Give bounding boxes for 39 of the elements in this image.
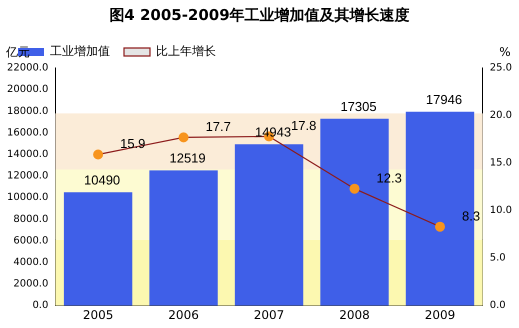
data-label: 12519 <box>169 150 206 166</box>
y-tick-label: 16000.0 <box>6 127 48 138</box>
x-tick-label: 2007 <box>254 308 284 322</box>
y-axis-title: 亿元 <box>5 45 30 60</box>
y-tick-label: 6000.0 <box>13 235 48 246</box>
y-tick-label: 8000.0 <box>13 214 48 225</box>
x-tick-label: 2008 <box>339 308 370 322</box>
y-tick-label: 12000.0 <box>6 170 48 182</box>
legend-label: 工业增加值 <box>50 44 110 58</box>
y2-tick-label: 0.0 <box>490 300 506 312</box>
x-tick-label: 2005 <box>82 308 114 322</box>
bar <box>234 144 304 306</box>
y-tick-label: 14000.0 <box>6 148 48 160</box>
y2-tick-label: 25.0 <box>490 62 512 74</box>
y-tick-label: 0.0 <box>32 300 48 312</box>
data-label: 17946 <box>426 92 462 107</box>
y2-tick-label: 20.0 <box>490 110 512 122</box>
data-label: 17.8 <box>291 118 316 134</box>
y2-tick-label: 10.0 <box>490 205 512 216</box>
y2-axis-title: % <box>499 45 511 60</box>
data-label: 17305 <box>340 98 377 114</box>
data-label: 14943 <box>254 124 292 140</box>
x-tick-label: 2009 <box>424 308 456 322</box>
y2-tick-label: 5.0 <box>490 252 506 264</box>
chart-title: 图4 2005-2009年工业增加值及其增长速度 <box>108 5 411 26</box>
x-tick-label: 2006 <box>168 308 199 322</box>
y-tick-label: 22000.0 <box>6 62 48 74</box>
y-tick-label: 10000.0 <box>6 192 48 204</box>
y-tick-label: 4000.0 <box>13 256 48 268</box>
bar <box>64 192 132 306</box>
bar <box>149 170 218 306</box>
y-tick-label: 18000.0 <box>6 106 48 117</box>
y-tick-label: 2000.0 <box>13 278 48 290</box>
y-tick-label: 20000.0 <box>6 84 48 96</box>
legend-label: 比上年增长 <box>156 44 216 58</box>
y2-tick-label: 15.0 <box>490 158 512 169</box>
data-label: 10490 <box>84 172 120 188</box>
data-label: 17.7 <box>206 118 231 134</box>
data-label: 15.9 <box>120 136 146 152</box>
